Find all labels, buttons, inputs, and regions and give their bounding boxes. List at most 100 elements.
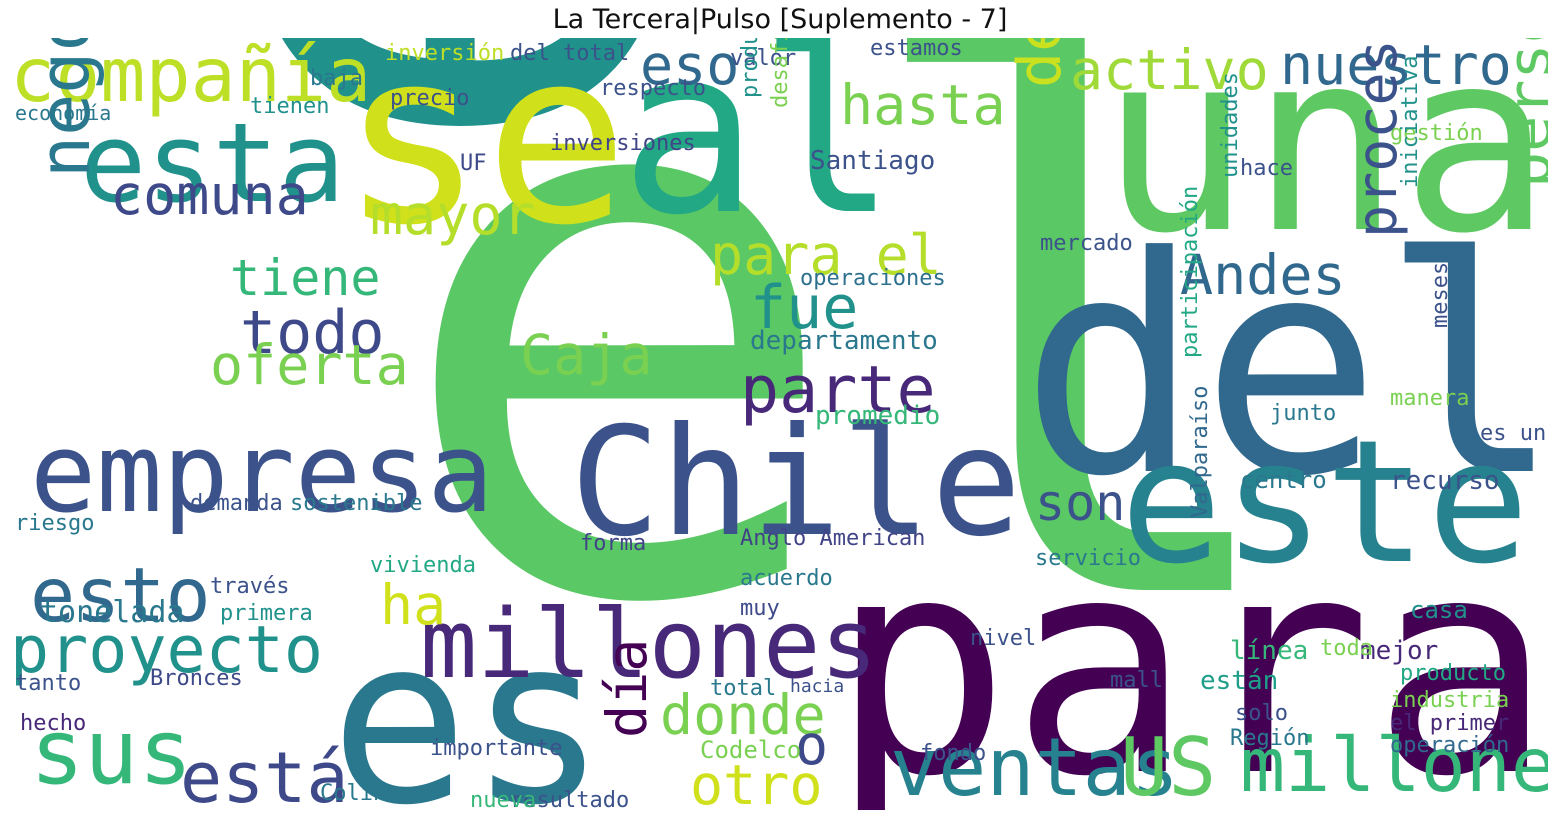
word-68: Bronces [150,666,243,691]
word-71: vivienda [370,553,476,578]
word-27: parte [740,353,936,428]
word-97: muy [740,596,780,621]
word-29: fue [750,273,859,343]
word-104: hacia [790,676,845,697]
word-20: proyecto [10,613,324,688]
word-40: ha [380,573,447,637]
word-4: del [1020,193,1548,542]
word-79: del total [510,41,630,66]
word-5: para [830,493,1548,811]
word-74: forma [580,531,647,556]
word-85: precio [390,86,470,111]
word-73: centro [1240,466,1327,494]
word-60: el primer [1390,711,1510,736]
chart-title: La Tercera|Pulso [Suplemento - 7] [552,4,1008,35]
word-17: millones [1240,721,1548,809]
word-12: compañía [10,38,372,119]
word-91: participación [1178,185,1203,358]
word-77: baja [310,66,363,91]
word-106: mall [1110,668,1163,693]
word-59: industria [1390,688,1510,713]
word-55: línea [1230,636,1309,666]
word-63: Codelco [700,736,802,764]
word-80: valor [730,46,797,71]
word-41: donde [660,683,826,747]
word-23: mayor [370,183,536,247]
word-49: departamento [750,326,938,356]
word-90: iniciativa [1398,55,1423,188]
word-11: esta [80,99,345,227]
word-89: unidades [1218,72,1243,178]
word-58: producto [1400,661,1506,686]
word-103: fondo [920,741,987,766]
word-87: gestión [1390,121,1483,146]
word-96: es un [1480,421,1547,446]
word-15: ventas [890,721,1179,810]
word-48: Santiago [810,146,936,176]
word-52: recurso [1390,466,1500,496]
word-108: solo [1235,701,1288,726]
word-66: nueva [470,788,537,811]
word-92: junto [1270,401,1337,426]
word-13: sus [30,700,193,805]
word-95: meses [1428,261,1453,328]
word-107: nivel [970,626,1037,651]
word-93: casa [1410,596,1468,624]
word-9: Chile [570,396,1022,570]
word-53: servicio [1035,546,1141,571]
word-0: el [390,38,1306,770]
word-46: Anglo American [740,526,926,551]
word-3: una [1100,38,1548,288]
word-76: economía [15,101,112,125]
word-2: se [340,38,629,278]
word-16: US [1120,721,1217,810]
word-70: sostenible [290,491,423,516]
word-51: operaciones [800,266,946,291]
word-54: Valparaíso [1188,385,1213,518]
word-32: eso [640,38,740,97]
word-86: tienen [250,94,330,119]
word-100: tanto [15,671,82,696]
word-82: producción [738,38,763,98]
word-18: está [180,737,349,810]
word-42: día [595,638,659,738]
word-19: esto [30,551,211,639]
word-69: demanda [190,491,283,516]
word-56: están [1200,666,1279,696]
word-50: promedio [815,401,941,431]
word-88: hace [1240,156,1293,181]
word-83: desafío [768,38,793,108]
word-39: son [1035,474,1126,532]
word-109: toda [1320,636,1373,661]
word-94: manera [1390,386,1470,411]
word-36: Andes [1180,243,1346,307]
word-25: todo [240,298,385,368]
word-78: inversión [385,41,505,66]
word-22: comuna [110,163,309,227]
word-14: millones [420,590,878,700]
word-67: Colina [320,781,400,806]
word-33: activo [1070,38,1269,102]
word-7: al [620,38,897,266]
word-72: acuerdo [740,566,833,591]
word-43: otro [690,753,823,811]
word-cloud: elenseunadelparaesalesteChileempresaesta… [10,38,1548,810]
word-37: persona [1495,38,1548,188]
word-44: o [795,713,829,777]
word-65: resultado [510,788,630,811]
word-101: primera [220,601,313,626]
word-28: para el [710,223,942,287]
word-61: operación [1390,733,1510,758]
word-6: es [330,589,607,811]
word-102: través [210,574,290,599]
word-47: inversiones [550,131,696,156]
word-75: mercado [1040,231,1133,256]
word-24: tiene [230,249,381,307]
word-99: hecho [20,711,87,736]
word-10: empresa [30,409,494,537]
word-8: este [1120,404,1530,602]
word-110: UF [460,151,487,176]
word-35: desde [1005,38,1075,88]
word-31: hasta [840,73,1006,137]
word-105: total [710,676,777,701]
